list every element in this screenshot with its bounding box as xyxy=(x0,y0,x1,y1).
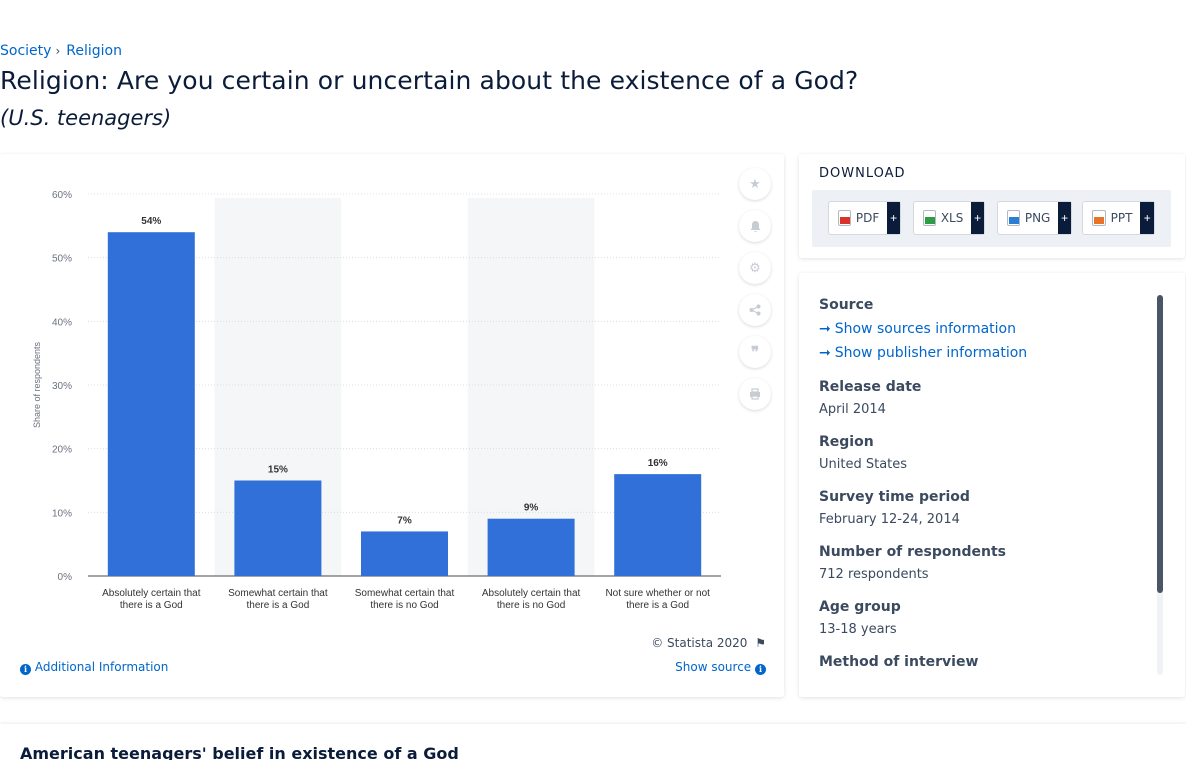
breadcrumb-religion[interactable]: Religion xyxy=(66,43,122,59)
xls-file-icon xyxy=(923,210,936,226)
x-category-label: Absolutely certain that xyxy=(482,588,581,599)
flag-icon[interactable]: ⚑ xyxy=(755,636,766,650)
source-heading: Source xyxy=(819,297,874,313)
download-png-label: PNG xyxy=(1024,211,1051,225)
region-value: United States xyxy=(819,457,908,472)
bar xyxy=(487,518,575,576)
column-shade xyxy=(467,198,595,576)
show-publisher-link[interactable]: ➞ Show publisher information xyxy=(819,345,1027,361)
png-file-icon xyxy=(1007,210,1020,226)
chart-card: 0% 10% 20% 30% 40% 50% 60% Share of respondents… xyxy=(0,154,784,697)
y-tick-label: 40% xyxy=(52,317,72,328)
show-sources-label: Show sources information xyxy=(834,321,1016,337)
y-tick-label: 20% xyxy=(52,445,72,456)
download-title: DOWNLOAD xyxy=(819,166,906,181)
x-category-label: there is a God xyxy=(626,600,689,611)
x-category-label: there is a God xyxy=(246,600,309,611)
show-source-link[interactable]: Show source i xyxy=(675,660,766,675)
bar xyxy=(614,474,702,576)
bar xyxy=(107,232,195,576)
age-group-heading: Age group xyxy=(819,599,901,615)
survey-period-heading: Survey time period xyxy=(819,489,970,505)
bar xyxy=(234,480,322,576)
ppt-file-icon xyxy=(1092,210,1106,226)
arrow-right-icon: ➞ xyxy=(819,321,831,337)
y-tick-label: 0% xyxy=(58,572,73,583)
download-card: DOWNLOAD PDF + XLS + PNG + PPT + xyxy=(799,154,1185,258)
chart-toolbar: ★ ⚙ ❞ xyxy=(739,168,771,420)
plus-icon: + xyxy=(971,202,984,234)
related-statistics-card xyxy=(0,724,1186,760)
respondents-value: 712 respondents xyxy=(819,567,929,582)
scrollbar-thumb[interactable] xyxy=(1157,295,1163,593)
related-statistic-title[interactable]: American teenagers' belief in existence … xyxy=(20,744,459,760)
bar-value-label: 54% xyxy=(141,216,161,227)
notification-bell-icon[interactable] xyxy=(739,210,771,242)
bar-value-label: 9% xyxy=(524,503,539,514)
release-date-heading: Release date xyxy=(819,379,922,395)
interview-method-heading: Method of interview xyxy=(819,654,979,670)
show-sources-link[interactable]: ➞ Show sources information xyxy=(819,321,1016,337)
additional-information-label: Additional Information xyxy=(34,660,169,674)
download-xls-button[interactable]: XLS + xyxy=(913,201,985,235)
x-category-label: Somewhat certain that xyxy=(228,588,328,599)
share-icon[interactable] xyxy=(739,294,771,326)
y-tick-label: 50% xyxy=(52,254,72,265)
x-category-label: there is a God xyxy=(120,600,183,611)
survey-period-value: February 12-24, 2014 xyxy=(819,512,960,527)
bar-chart: 0% 10% 20% 30% 40% 50% 60% Share of respondents… xyxy=(32,190,721,611)
chevron-right-icon: › xyxy=(55,44,61,58)
breadcrumb: Society › Religion xyxy=(0,43,122,59)
pdf-file-icon xyxy=(838,210,851,226)
copyright-text: © Statista 2020 xyxy=(651,636,748,650)
copyright-notice: © Statista 2020 ⚑ xyxy=(651,636,766,650)
region-heading: Region xyxy=(819,434,874,450)
bar-value-label: 16% xyxy=(648,458,668,469)
statistic-details-card: Source ➞ Show sources information ➞ Show p… xyxy=(799,273,1185,697)
page-subtitle: (U.S. teenagers) xyxy=(0,106,172,130)
plus-icon: + xyxy=(1058,202,1071,234)
bar-value-label: 7% xyxy=(397,515,412,526)
arrow-right-icon: ➞ xyxy=(819,345,831,361)
download-xls-label: XLS xyxy=(940,211,964,225)
statistic-details-scroll[interactable]: Source ➞ Show sources information ➞ Show p… xyxy=(819,273,1149,677)
info-icon: i xyxy=(20,664,31,675)
y-tick-label: 10% xyxy=(52,508,72,519)
download-pdf-label: PDF xyxy=(855,211,880,225)
bar-value-label: 15% xyxy=(268,465,288,476)
favorite-star-icon[interactable]: ★ xyxy=(739,168,771,200)
download-buttons: PDF + XLS + PNG + PPT + xyxy=(812,190,1171,247)
age-group-value: 13-18 years xyxy=(819,622,897,637)
scrollbar[interactable] xyxy=(1157,295,1163,675)
y-tick-label: 30% xyxy=(52,381,72,392)
additional-information-link[interactable]: i Additional Information xyxy=(20,660,168,675)
plus-icon: + xyxy=(1140,202,1154,234)
x-category-label: there is no God xyxy=(497,600,565,611)
quote-icon[interactable]: ❞ xyxy=(739,336,771,368)
bar xyxy=(361,531,448,576)
x-category-label: Somewhat certain that xyxy=(355,588,455,599)
info-icon: i xyxy=(755,664,766,675)
y-tick-label: 60% xyxy=(52,190,72,201)
page-title: Religion: Are you certain or uncertain a… xyxy=(0,66,859,95)
show-source-label: Show source xyxy=(675,660,752,674)
release-date-value: April 2014 xyxy=(819,402,886,417)
x-category-label: Absolutely certain that xyxy=(102,588,201,599)
x-category-label: there is no God xyxy=(370,600,438,611)
plus-icon: + xyxy=(887,202,900,234)
x-category-label: Not sure whether or not xyxy=(605,588,710,599)
download-pdf-button[interactable]: PDF + xyxy=(828,201,901,235)
download-png-button[interactable]: PNG + xyxy=(997,201,1072,235)
breadcrumb-society[interactable]: Society xyxy=(0,43,52,59)
y-axis-label: Share of respondents xyxy=(32,341,42,428)
settings-gear-icon[interactable]: ⚙ xyxy=(739,252,771,284)
download-ppt-button[interactable]: PPT + xyxy=(1082,201,1155,235)
print-icon[interactable] xyxy=(739,378,771,410)
show-publisher-label: Show publisher information xyxy=(834,345,1028,361)
download-ppt-label: PPT xyxy=(1110,211,1133,225)
respondents-heading: Number of respondents xyxy=(819,544,1006,560)
